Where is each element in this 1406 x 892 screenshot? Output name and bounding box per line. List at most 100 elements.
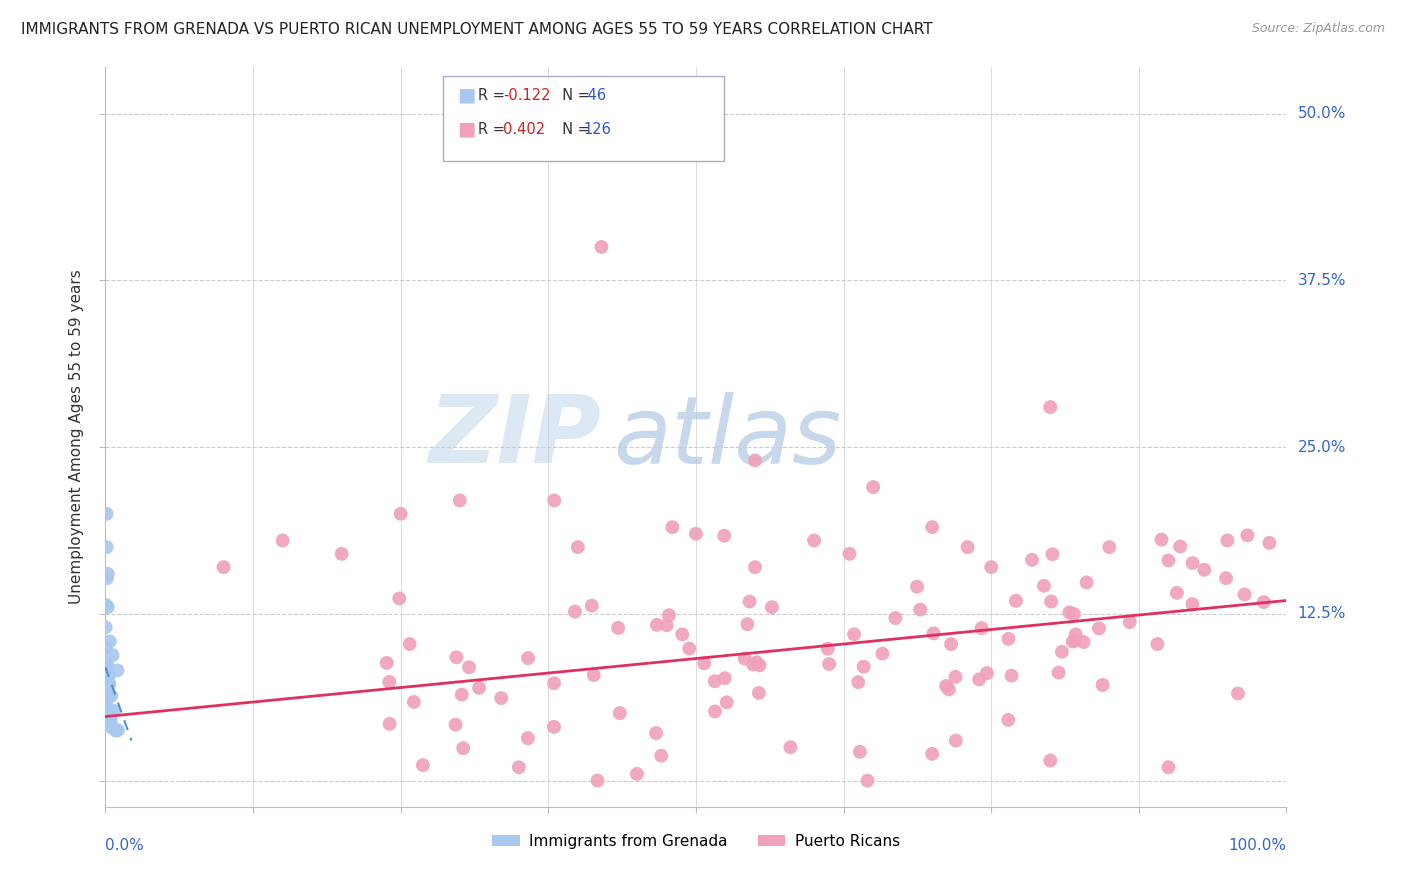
Point [1146,637,1168,651]
Point [956,540,979,554]
Point [94,665,117,679]
Point [96,714,118,729]
Point [910,602,932,616]
Point [378,674,401,689]
Point [1236,528,1258,542]
Point [1215,571,1237,585]
Text: R =: R = [478,122,509,136]
Point [803,533,825,548]
Point [96,698,118,712]
Point [1253,595,1275,609]
Point [1063,633,1085,648]
Point [1063,607,1085,621]
Point [645,618,668,632]
Point [98,677,121,691]
Point [1047,665,1070,680]
Point [852,659,875,673]
Point [938,682,960,697]
Point [1258,536,1281,550]
Point [921,520,943,534]
Legend: Immigrants from Grenada, Puerto Ricans: Immigrants from Grenada, Puerto Ricans [486,828,905,855]
Point [1005,594,1028,608]
Point [997,713,1019,727]
Point [1088,621,1111,635]
Point [105,664,128,678]
Point [451,741,474,756]
Point [734,651,756,665]
Point [458,660,481,674]
Point [543,676,565,690]
Text: R =: R = [478,88,509,103]
Point [846,675,869,690]
Point [685,526,707,541]
Point [1000,668,1022,682]
Point [872,647,894,661]
Point [716,695,738,709]
Point [94,598,117,612]
Point [1194,563,1216,577]
Point [98,706,121,721]
Point [402,695,425,709]
Point [97,600,120,615]
Point [100,714,122,728]
Point [626,767,648,781]
Point [1168,540,1191,554]
Point [101,721,124,735]
Point [107,723,129,737]
Point [862,480,884,494]
Point [779,740,801,755]
Point [980,560,1002,574]
Point [922,626,945,640]
Point [1064,627,1087,641]
Point [516,731,538,746]
Point [97,713,120,727]
Point [103,704,125,718]
Point [748,658,770,673]
Point [100,689,122,703]
Point [842,627,865,641]
Text: 46: 46 [583,88,606,103]
Point [94,640,117,655]
Point [586,773,609,788]
Point [517,651,540,665]
Text: -0.122: -0.122 [503,88,551,103]
Point [817,641,839,656]
Point [745,655,768,669]
Point [388,591,411,606]
Text: IMMIGRANTS FROM GRENADA VS PUERTO RICAN UNEMPLOYMENT AMONG AGES 55 TO 59 YEARS C: IMMIGRANTS FROM GRENADA VS PUERTO RICAN … [21,22,932,37]
Point [856,773,879,788]
Point [94,710,117,724]
Text: 12.5%: 12.5% [1298,607,1346,622]
Point [818,657,841,671]
Point [1098,540,1121,554]
Point [921,747,943,761]
Point [508,760,530,774]
Point [389,507,412,521]
Point [945,670,967,684]
Point [838,547,860,561]
Point [1181,597,1204,611]
Point [97,677,120,691]
Point [1073,635,1095,649]
Point [1119,615,1142,629]
Point [96,571,118,585]
Point [96,701,118,715]
Point [849,745,872,759]
Point [543,493,565,508]
Point [96,713,118,727]
Point [704,705,727,719]
Point [609,706,631,720]
Point [96,711,118,725]
Point [96,702,118,716]
Point [489,691,512,706]
Text: 0.402: 0.402 [503,122,546,136]
Point [1059,606,1081,620]
Point [1157,553,1180,567]
Text: ZIP: ZIP [429,391,602,483]
Point [375,656,398,670]
Text: N =: N = [553,88,595,103]
Point [1039,754,1062,768]
Point [94,712,117,726]
Point [997,632,1019,646]
Point [450,688,472,702]
